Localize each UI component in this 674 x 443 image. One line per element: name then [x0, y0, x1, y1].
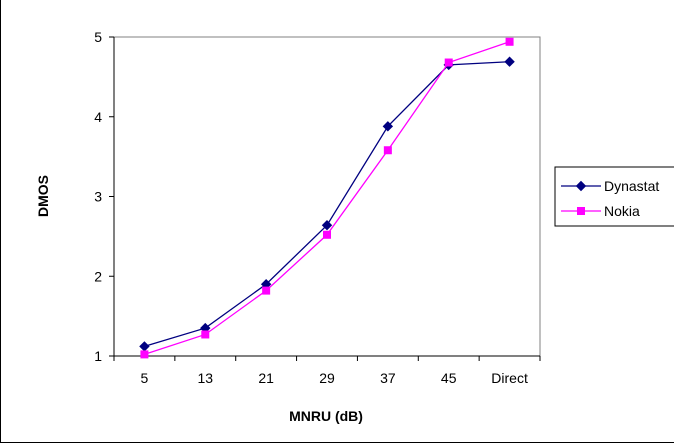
x-tick-label: 37 — [380, 370, 396, 386]
legend: Dynastat Nokia — [554, 166, 674, 227]
x-tick-label: 5 — [141, 370, 149, 386]
y-tick-label: 5 — [94, 29, 102, 45]
series-nokia — [140, 37, 514, 359]
x-tick-label: 29 — [319, 370, 335, 386]
x-tick-label: Direct — [491, 370, 528, 386]
legend-marker — [577, 207, 585, 215]
y-tick-label: 4 — [94, 109, 102, 125]
data-point — [383, 146, 392, 155]
y-axis-title: DMOS — [35, 175, 51, 217]
y-tick-label: 2 — [94, 268, 102, 284]
y-tick-label: 1 — [94, 348, 102, 364]
legend-marker — [575, 180, 587, 192]
legend-box — [554, 166, 674, 227]
data-point — [323, 230, 331, 239]
data-point — [140, 350, 149, 359]
x-tick-label: 13 — [197, 370, 213, 386]
plot-area-border — [113, 36, 541, 357]
x-axis-title: MNRU (dB) — [289, 408, 363, 424]
legend-label: Nokia — [604, 203, 640, 219]
plot-area — [113, 36, 541, 357]
y-tick-label: 3 — [94, 189, 102, 205]
data-point — [201, 330, 210, 339]
legend-label: Dynastat — [604, 178, 659, 194]
data-point — [504, 56, 515, 67]
data-point — [321, 220, 333, 231]
data-point — [262, 286, 271, 295]
data-point — [505, 37, 514, 46]
data-point — [382, 121, 394, 132]
x-tick-label: 21 — [258, 370, 274, 386]
data-point — [444, 58, 453, 67]
x-tick-label: 45 — [441, 370, 457, 386]
series-lines — [139, 37, 515, 359]
